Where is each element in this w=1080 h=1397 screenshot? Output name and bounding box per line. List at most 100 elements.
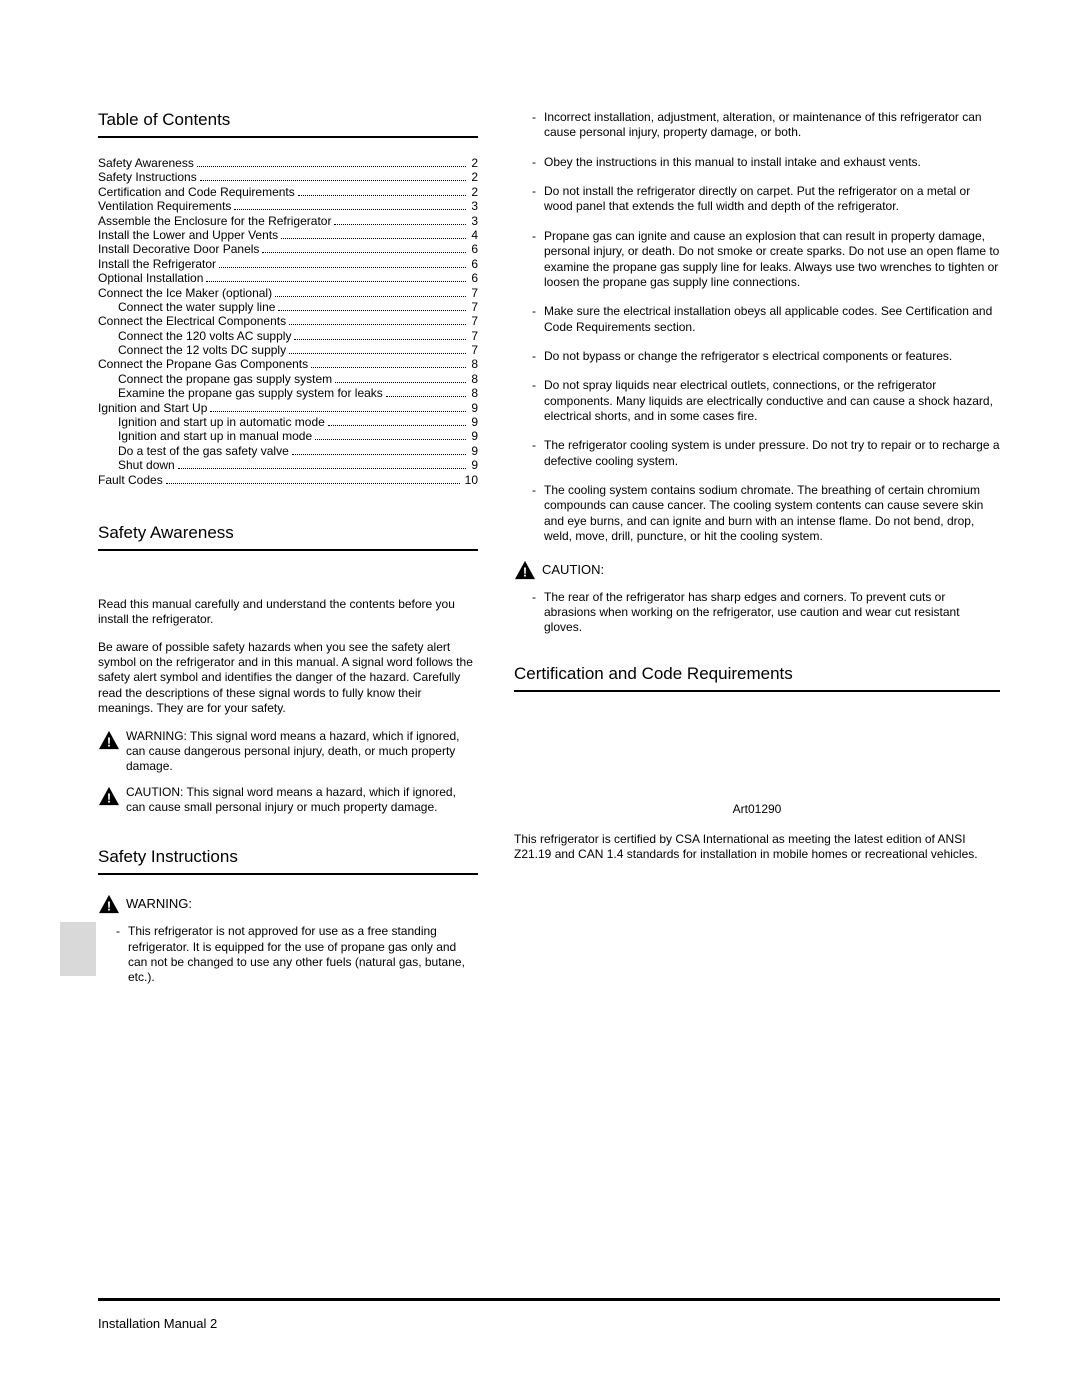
caution-icon: ! (98, 786, 120, 806)
toc-row: Do a test of the gas safety valve 9 (98, 444, 478, 458)
toc-leader-dots (289, 324, 466, 325)
toc-page-number: 6 (469, 257, 478, 271)
toc-label: Install the Refrigerator (98, 257, 216, 271)
toc-leader-dots (262, 252, 466, 253)
svg-text:!: ! (107, 899, 111, 914)
toc-row: Connect the 120 volts AC supply7 (98, 329, 478, 343)
toc-leader-dots (278, 310, 466, 311)
toc-row: Install the Refrigerator 6 (98, 257, 478, 271)
toc-label: Connect the Ice Maker (optional) (98, 286, 272, 300)
toc-leader-dots (200, 180, 467, 181)
footer-rule (98, 1298, 1000, 1301)
caution-definition: ! CAUTION: This signal word means a haza… (98, 785, 478, 816)
toc-row: Connect the water supply line 7 (98, 300, 478, 314)
column-left: Table of Contents Safety Awareness2Safet… (98, 110, 478, 1000)
toc-leader-dots (294, 339, 466, 340)
toc-label: Ignition and Start Up (98, 401, 207, 415)
toc-leader-dots (206, 281, 466, 282)
list-item: Do not spray liquids near electrical out… (532, 378, 1000, 424)
toc-label: Connect the water supply line (118, 300, 275, 314)
warning-icon: ! (98, 730, 120, 750)
toc-row: Ignition and start up in automatic mode9 (98, 415, 478, 429)
toc-page-number: 8 (469, 386, 478, 400)
toc-page-number: 7 (469, 300, 478, 314)
toc-row: Install Decorative Door Panels6 (98, 242, 478, 256)
toc-leader-dots (289, 353, 466, 354)
toc-label: Certification and Code Requirements (98, 185, 295, 199)
toc-leader-dots (292, 454, 467, 455)
toc-row: Ignition and start up in manual mode9 (98, 429, 478, 443)
toc-label: Examine the propane gas supply system fo… (118, 386, 383, 400)
toc-page-number: 3 (469, 214, 478, 228)
toc-label: Shut down (118, 458, 175, 472)
list-item: Make sure the electrical installation ob… (532, 304, 1000, 335)
caution-subheading-row: ! CAUTION: (514, 559, 1000, 580)
toc-page-number: 2 (469, 185, 478, 199)
toc-label: Connect the Propane Gas Components (98, 357, 308, 371)
toc-leader-dots (210, 411, 466, 412)
art-reference: Art01290 (514, 802, 1000, 816)
margin-tab (60, 922, 96, 976)
toc-page-number: 6 (469, 242, 478, 256)
warning-definition-text: WARNING: This signal word means a hazard… (126, 729, 478, 775)
toc-leader-dots (298, 195, 467, 196)
warning-definition: ! WARNING: This signal word means a haza… (98, 729, 478, 775)
warning-subheading: WARNING: (126, 896, 192, 911)
toc-label: Optional Installation (98, 271, 203, 285)
toc-heading: Table of Contents (98, 110, 478, 138)
toc-page-number: 10 (463, 473, 478, 487)
toc-row: Examine the propane gas supply system fo… (98, 386, 478, 400)
toc-page-number: 9 (469, 415, 478, 429)
toc-page-number: 9 (469, 429, 478, 443)
toc-label: Assemble the Enclosure for the Refrigera… (98, 214, 331, 228)
toc-page-number: 2 (469, 156, 478, 170)
toc-row: Safety Awareness 2 (98, 156, 478, 170)
toc-row: Safety Instructions2 (98, 170, 478, 184)
toc-label: Safety Awareness (98, 156, 194, 170)
toc-page-number: 7 (469, 329, 478, 343)
toc-page-number: 7 (469, 343, 478, 357)
toc-page-number: 6 (469, 271, 478, 285)
toc-row: Connect the Ice Maker (optional)7 (98, 286, 478, 300)
toc-row: Connect the Electrical Components7 (98, 314, 478, 328)
list-item: Propane gas can ignite and cause an expl… (532, 229, 1000, 290)
warning-list-right: Incorrect installation, adjustment, alte… (514, 110, 1000, 545)
toc-row: Connect the 12 volts DC supply7 (98, 343, 478, 357)
toc-page-number: 9 (469, 458, 478, 472)
toc-leader-dots (166, 483, 460, 484)
toc-leader-dots (328, 425, 467, 426)
toc-row: Install the Lower and Upper Vents 4 (98, 228, 478, 242)
caution-icon: ! (514, 560, 536, 580)
toc-label: Install the Lower and Upper Vents (98, 228, 278, 242)
svg-text:!: ! (107, 734, 111, 749)
toc-row: Shut down 9 (98, 458, 478, 472)
warning-icon: ! (98, 894, 120, 914)
list-item: The refrigerator cooling system is under… (532, 438, 1000, 469)
toc-row: Connect the Propane Gas Components8 (98, 357, 478, 371)
toc-leader-dots (219, 267, 466, 268)
toc-leader-dots (311, 367, 466, 368)
list-item: Do not install the refrigerator directly… (532, 184, 1000, 215)
list-item: Obey the instructions in this manual to … (532, 155, 1000, 170)
safety-awareness-heading: Safety Awareness (98, 523, 478, 551)
toc-leader-dots (386, 396, 467, 397)
toc-page-number: 7 (469, 314, 478, 328)
column-right: Incorrect installation, adjustment, alte… (514, 110, 1000, 1000)
safety-instructions-heading: Safety Instructions (98, 847, 478, 875)
toc-label: Do a test of the gas safety valve (118, 444, 289, 458)
toc-leader-dots (275, 296, 466, 297)
toc-label: Safety Instructions (98, 170, 197, 184)
toc-label: Connect the propane gas supply system (118, 372, 332, 386)
toc-label: Fault Codes (98, 473, 163, 487)
toc-page-number: 4 (469, 228, 478, 242)
list-item: Incorrect installation, adjustment, alte… (532, 110, 1000, 141)
toc-page-number: 9 (469, 444, 478, 458)
cert-heading: Certification and Code Requirements (514, 664, 1000, 692)
toc-leader-dots (234, 209, 466, 210)
toc-row: Certification and Code Requirements 2 (98, 185, 478, 199)
list-item: Do not bypass or change the refrigerator… (532, 349, 1000, 364)
toc-leader-dots (335, 382, 466, 383)
toc-page-number: 9 (469, 401, 478, 415)
toc-leader-dots (334, 224, 466, 225)
list-item: The rear of the refrigerator has sharp e… (532, 590, 1000, 636)
